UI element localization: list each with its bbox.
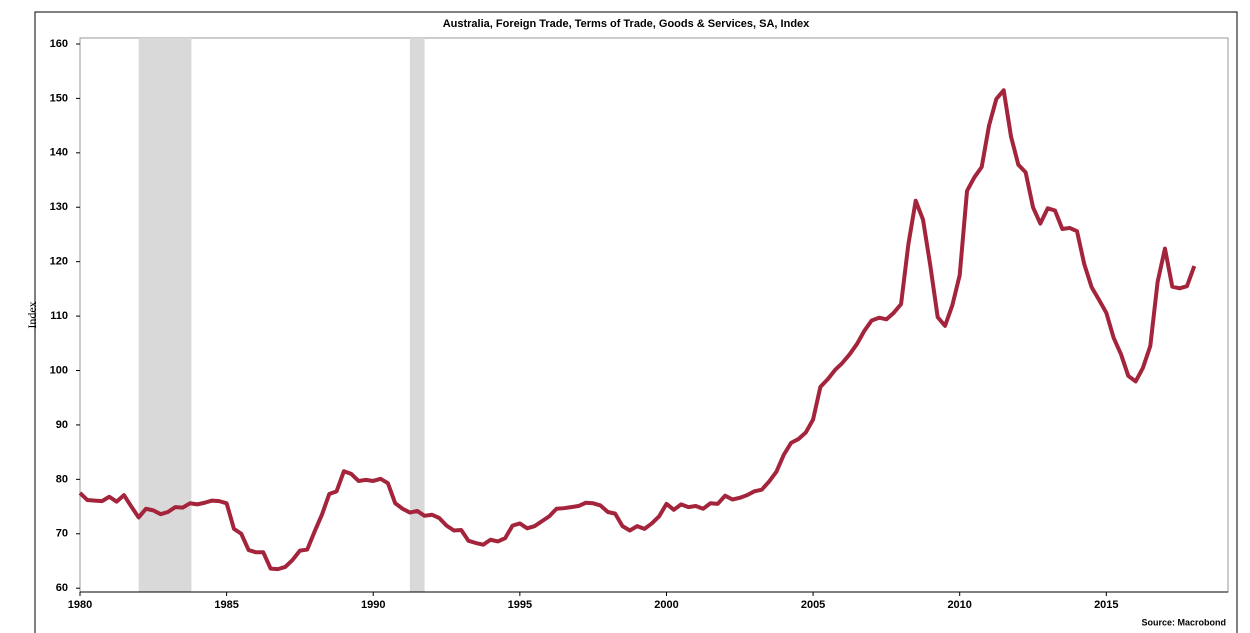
x-tick-label: 2005 — [801, 599, 825, 611]
y-tick-label: 160 — [50, 38, 68, 50]
x-tick-label: 2015 — [1094, 599, 1118, 611]
x-tick-label: 1995 — [508, 599, 532, 611]
frame — [34, 11, 1238, 633]
x-tick-label: 2000 — [654, 599, 678, 611]
x-tick-label: 2010 — [947, 599, 971, 611]
plot-area — [79, 37, 1229, 593]
source: Source: Macrobond — [1141, 617, 1226, 627]
y-tick-label: 100 — [50, 364, 68, 376]
x-tick-label: 1990 — [361, 599, 385, 611]
chart-title: Australia, Foreign Trade, Terms of Trade… — [443, 18, 810, 30]
y-tick-label: 140 — [50, 147, 68, 159]
x-tick-label: 1980 — [68, 599, 92, 611]
y-tick-label: 130 — [50, 201, 68, 213]
y-tick-label: 110 — [50, 310, 68, 322]
recession-band — [138, 38, 192, 592]
y-tick-label: 90 — [56, 419, 68, 431]
y-tick-label: 150 — [50, 92, 68, 104]
y-tick-label: 60 — [56, 582, 68, 594]
y-tick-label: 80 — [56, 473, 68, 485]
series-line — [78, 88, 1197, 572]
y-axis-label: Index — [25, 301, 39, 328]
recession-band — [409, 38, 425, 592]
y-tick-label: 70 — [56, 528, 68, 540]
y-tick-label: 120 — [50, 256, 68, 268]
x-tick-label: 1985 — [214, 599, 238, 611]
